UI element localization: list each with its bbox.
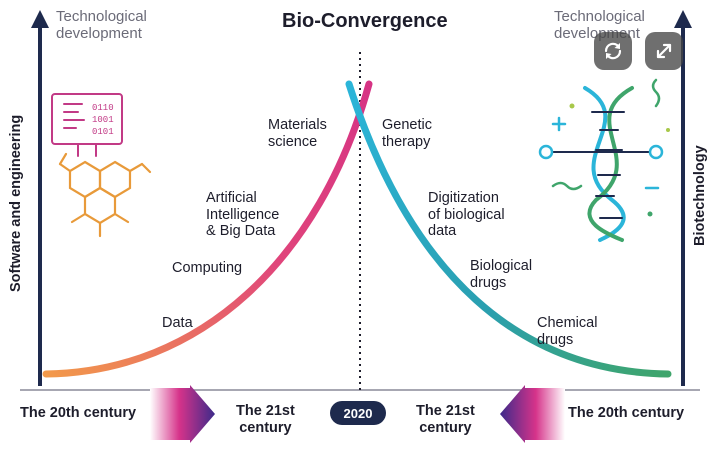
left-axis-label: Software and engineering: [8, 114, 24, 292]
timeline-right-start: The 20th century: [568, 405, 685, 421]
stage-materials-line2: science: [268, 133, 318, 150]
stage-digitization: Digitization of biological data: [428, 190, 505, 240]
expand-icon: [656, 43, 672, 59]
timeline-right-end-line2: century: [419, 419, 472, 436]
timeline-left-end-line2: century: [239, 419, 292, 436]
page-title: Bio-Convergence: [282, 10, 448, 32]
svg-text:0110: 0110: [92, 103, 114, 113]
stage-digitization-line3: data: [428, 223, 457, 240]
stage-ai-line1: Artificial: [206, 190, 257, 206]
right-axis-label: Biotechnology: [692, 145, 708, 246]
right-header-line1: Technological: [554, 8, 645, 25]
biotech-curve: [345, 80, 672, 378]
stage-genetic-line2: therapy: [382, 133, 431, 150]
stage-genetic-line1: Genetic: [382, 117, 432, 133]
svg-text:1001: 1001: [92, 115, 114, 125]
svg-text:0101: 0101: [92, 127, 114, 137]
stage-ai-line3: & Big Data: [206, 223, 276, 240]
stage-genetic-therapy: Genetic therapy: [382, 117, 432, 150]
dna-icon: [538, 78, 670, 242]
timeline-left-end: The 21st century: [236, 403, 295, 436]
timeline-arrow-right: [500, 385, 565, 443]
rotate-button[interactable]: [594, 32, 632, 70]
left-header-line1: Technological: [56, 8, 147, 25]
stage-ai-line2: Intelligence: [206, 206, 280, 223]
stage-digitization-line2: of biological: [428, 206, 505, 223]
left-header: Technological development: [56, 8, 147, 43]
year-badge: 2020: [330, 401, 386, 425]
stage-ai-big-data: Artificial Intelligence & Big Data: [206, 190, 279, 240]
timeline-arrow-left: [150, 385, 215, 443]
rotate-icon: [604, 42, 622, 60]
right-axis-arrow: [674, 10, 692, 386]
timeline-left-end-line1: The 21st: [236, 403, 295, 419]
left-axis-arrow: [31, 10, 49, 386]
stage-bio-drugs-line1: Biological: [470, 258, 533, 274]
stage-materials-science: Materials science: [268, 117, 327, 150]
stage-data: Data: [162, 315, 193, 331]
left-header-line2: development: [56, 25, 142, 43]
timeline-right-end-line1: The 21st: [416, 403, 475, 419]
software-curve: [42, 80, 373, 378]
timeline-right-end: The 21st century: [416, 403, 475, 436]
stage-chemical-drugs: Chemical drugs: [537, 315, 597, 348]
computer-molecule-icon: 0110 1001 0101: [51, 93, 152, 238]
stage-digitization-line1: Digitization: [428, 190, 499, 206]
stage-chem-drugs-line1: Chemical: [537, 315, 598, 331]
stage-chem-drugs-line2: drugs: [537, 331, 574, 348]
stage-computing: Computing: [172, 260, 243, 276]
expand-button[interactable]: [645, 32, 683, 70]
stage-biological-drugs: Biological drugs: [470, 258, 532, 291]
stage-materials-line1: Materials: [268, 117, 327, 133]
timeline-left-start: The 20th century: [20, 405, 137, 421]
stage-bio-drugs-line2: drugs: [470, 274, 507, 291]
